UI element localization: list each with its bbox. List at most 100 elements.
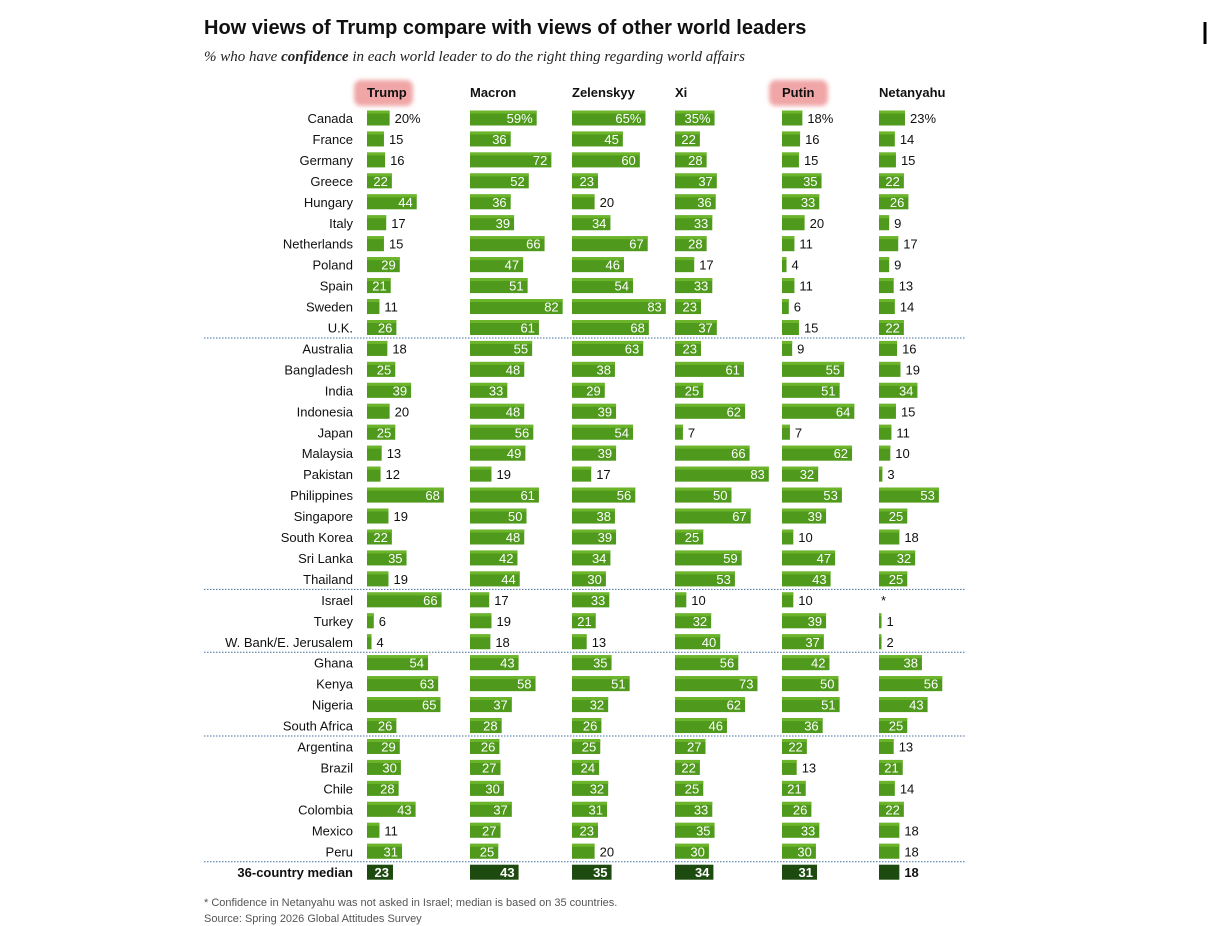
bar-netanyahu xyxy=(879,299,895,315)
bar-shine-putin xyxy=(782,676,839,680)
bar-netanyahu xyxy=(879,361,901,377)
value-label-xi: 50 xyxy=(713,488,727,503)
value-label-netanyahu: 43 xyxy=(909,698,923,713)
bar-xi xyxy=(675,110,715,126)
row-kenya: Kenya 63 58 51 73 50 56 xyxy=(316,676,943,692)
bar-shine-trump xyxy=(367,739,400,742)
bar-shine-netanyahu xyxy=(879,278,894,282)
value-label-netanyahu: 22 xyxy=(885,174,899,189)
value-label-xi: 23 xyxy=(683,300,697,315)
bar-zelenskyy xyxy=(572,278,634,294)
value-label-macron: 56 xyxy=(515,425,529,440)
bar-xi xyxy=(675,278,713,294)
value-label-macron: 17 xyxy=(494,593,508,608)
bar-shine-macron xyxy=(470,655,519,659)
value-label-trump: 16 xyxy=(390,153,404,168)
country-label: Mexico xyxy=(312,823,353,838)
bar-shine-putin xyxy=(782,257,787,261)
bar-shine-trump xyxy=(367,340,388,344)
bar-shine-netanyahu xyxy=(879,550,916,554)
value-label-putin: 9 xyxy=(797,341,804,356)
value-label-trump: 54 xyxy=(410,656,424,671)
bar-trump xyxy=(367,320,397,335)
row-philippines: Philippines 68 61 56 50 53 53 xyxy=(290,487,939,503)
row-u-k: U.K. 26 61 68 37 15 22 xyxy=(328,320,904,336)
bar-netanyahu xyxy=(879,278,894,294)
value-label-zelenskyy: 32 xyxy=(590,781,604,796)
bar-zelenskyy xyxy=(572,780,609,796)
bar-shine-macron xyxy=(470,739,500,742)
bar-shine-putin xyxy=(782,571,831,575)
value-label-macron: 33 xyxy=(489,383,503,398)
bar-shine-xi xyxy=(675,173,717,177)
bar-xi xyxy=(675,801,713,817)
bar-shine-netanyahu xyxy=(879,466,883,470)
bar-shine-macron xyxy=(470,424,534,428)
value-label-netanyahu: 9 xyxy=(894,258,901,273)
value-label-putin: 32 xyxy=(800,467,814,482)
value-label-zelenskyy: 31 xyxy=(589,802,603,817)
bar-shine-trump xyxy=(367,424,396,428)
bar-shine-macron xyxy=(470,445,526,449)
value-label-netanyahu: 2 xyxy=(887,635,894,650)
value-label-putin: 7 xyxy=(795,425,802,440)
bar-macron xyxy=(470,759,501,775)
value-label-macron: 42 xyxy=(499,551,513,566)
bar-shine-netanyahu xyxy=(879,110,905,114)
bar-shine-putin xyxy=(782,822,820,826)
bar-zelenskyy xyxy=(572,403,617,419)
value-label-xi: 61 xyxy=(725,362,739,377)
bar-shine-zelenskyy xyxy=(572,508,615,512)
bar-shine-putin xyxy=(782,299,789,303)
bar-zelenskyy xyxy=(572,131,623,147)
bar-shine-trump xyxy=(367,801,416,805)
value-label-trump: 44 xyxy=(398,195,412,210)
bar-xi xyxy=(675,759,700,775)
bar-shine-zelenskyy xyxy=(572,529,617,533)
bar-shine-xi xyxy=(675,801,713,805)
bar-shine-trump xyxy=(367,299,380,303)
bar-shine-putin xyxy=(782,194,820,198)
bar-zelenskyy xyxy=(572,361,615,377)
bar-shine-netanyahu xyxy=(879,759,903,763)
country-label: Peru xyxy=(326,844,353,859)
bar-macron xyxy=(470,843,499,859)
bar-trump xyxy=(367,759,401,775)
row-spain: Spain 21 51 54 33 11 13 xyxy=(320,278,913,294)
bar-shine-macron xyxy=(470,403,525,407)
bar-macron xyxy=(470,466,492,482)
bar-shine-zelenskyy xyxy=(572,780,609,784)
value-label-zelenskyy: 29 xyxy=(586,383,600,398)
bar-shine-xi xyxy=(675,299,701,303)
bar-shine-netanyahu xyxy=(879,361,901,365)
footnote: * Confidence in Netanyahu was not asked … xyxy=(204,897,617,909)
value-label-xi: 62 xyxy=(727,698,741,713)
value-label-xi: 28 xyxy=(688,153,702,168)
bar-netanyahu xyxy=(879,424,892,440)
row-sri-lanka: Sri Lanka 35 42 34 59 47 32 xyxy=(298,550,916,566)
row-sweden: Sweden 11 82 83 23 6 14 xyxy=(306,299,914,315)
bar-zelenskyy xyxy=(572,571,606,587)
bar-shine-macron xyxy=(470,613,492,617)
bar-shine-macron xyxy=(470,320,539,323)
bar-shine-zelenskyy xyxy=(572,843,595,847)
value-label-putin: 64 xyxy=(836,404,850,419)
value-label-xi: 22 xyxy=(681,760,695,775)
bar-shine-netanyahu xyxy=(879,152,896,156)
value-label-trump: 35 xyxy=(388,551,402,566)
bar-shine-macron xyxy=(470,529,525,533)
value-label-putin: 47 xyxy=(817,551,831,566)
value-label-netanyahu: 56 xyxy=(924,677,938,692)
row-israel: Israel 66 17 33 10 10 * xyxy=(321,592,886,608)
bar-trump xyxy=(367,215,387,231)
bar-xi xyxy=(675,634,721,650)
bar-shine-zelenskyy xyxy=(572,822,598,826)
value-label-zelenskyy: 34 xyxy=(592,551,606,566)
value-label-trump: 26 xyxy=(378,719,392,734)
value-label-putin: 33 xyxy=(801,195,815,210)
column-header-trump: Trump xyxy=(367,85,407,100)
bar-shine-trump xyxy=(367,278,391,282)
value-label-zelenskyy: 46 xyxy=(606,258,620,273)
bar-shine-xi xyxy=(675,236,707,240)
bar-xi xyxy=(675,655,739,671)
